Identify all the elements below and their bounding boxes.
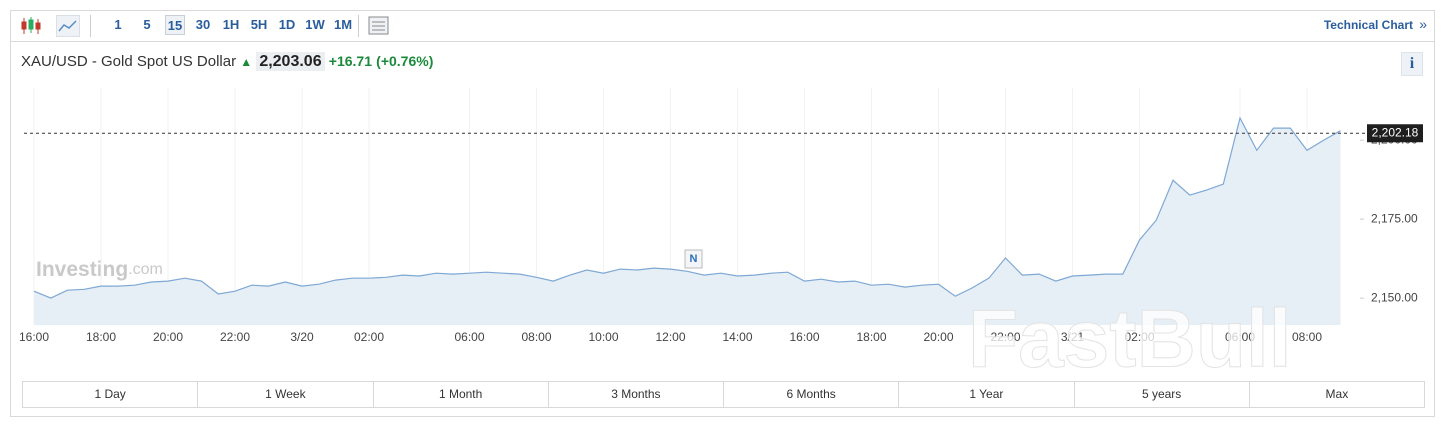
separator bbox=[358, 15, 359, 37]
x-tick-label: 06:00 bbox=[1225, 330, 1255, 344]
x-tick-label: 08:00 bbox=[1292, 330, 1322, 344]
price: 2,203.06 bbox=[256, 52, 325, 71]
candlestick-icon[interactable] bbox=[20, 15, 44, 37]
range-button[interactable]: 1 Month bbox=[372, 382, 548, 407]
x-tick-label: 06:00 bbox=[454, 330, 484, 344]
range-button[interactable]: 1 Year bbox=[898, 382, 1073, 407]
x-tick-label: 14:00 bbox=[722, 330, 752, 344]
interval-button[interactable]: 1W bbox=[305, 17, 325, 32]
watermark-brand: Investing bbox=[36, 258, 128, 281]
up-arrow: ▲ bbox=[240, 55, 253, 69]
x-tick-label: 3/20 bbox=[290, 330, 314, 344]
watermark: Investing.com bbox=[36, 258, 163, 281]
toolbar: 1 5 15 30 1H 5H 1D 1W 1M Technical Chart » bbox=[10, 10, 1435, 42]
range-button[interactable]: 3 Months bbox=[547, 382, 723, 407]
current-price-label: 2,202.18 bbox=[1372, 125, 1419, 139]
interval-button[interactable]: 5H bbox=[250, 17, 268, 32]
x-tick-label: 16:00 bbox=[789, 330, 819, 344]
link-arrow: » bbox=[1419, 16, 1427, 32]
symbol: XAU/USD - Gold Spot US Dollar bbox=[21, 53, 237, 70]
range-bar: 1 Day 1 Week 1 Month 3 Months 6 Months 1 Year… bbox=[22, 381, 1425, 408]
info-button[interactable]: i bbox=[1401, 52, 1423, 76]
interval-button[interactable]: 15 bbox=[165, 15, 185, 35]
change-percent: (+0.76%) bbox=[376, 53, 434, 69]
y-tick-label: 2,150.00 bbox=[1371, 290, 1418, 304]
y-tick-label: 2,175.00 bbox=[1371, 211, 1418, 225]
range-button[interactable]: 5 years bbox=[1073, 382, 1249, 407]
x-tick-label: 12:00 bbox=[655, 330, 685, 344]
interval-button[interactable]: 1M bbox=[333, 17, 353, 32]
range-button[interactable]: 1 Day bbox=[94, 387, 126, 401]
x-tick-label: 02:00 bbox=[354, 330, 384, 344]
watermark-suffix: .com bbox=[128, 261, 163, 278]
x-tick-label: 20:00 bbox=[153, 330, 183, 344]
x-tick-label: 02:00 bbox=[1124, 330, 1154, 344]
quote-header: XAU/USD - Gold Spot US Dollar ▲ 2,203.06… bbox=[21, 52, 434, 71]
area-fill bbox=[34, 118, 1341, 325]
area-icon[interactable] bbox=[56, 15, 80, 37]
news-marker-box bbox=[684, 249, 703, 269]
x-tick-label: 22:00 bbox=[990, 330, 1020, 344]
x-tick-label: 16:00 bbox=[19, 330, 49, 344]
x-tick-label: 10:00 bbox=[588, 330, 618, 344]
x-tick-label: 20:00 bbox=[923, 330, 953, 344]
x-tick-label: 22:00 bbox=[220, 330, 250, 344]
current-price-box bbox=[1367, 124, 1423, 143]
technical-chart-link[interactable]: Technical Chart bbox=[1323, 18, 1413, 32]
separator bbox=[90, 15, 91, 37]
interval-button[interactable]: 1D bbox=[278, 17, 296, 32]
interval-button[interactable]: 1H bbox=[222, 17, 240, 32]
widget-frame bbox=[10, 10, 1435, 417]
interval-button[interactable]: 5 bbox=[143, 17, 151, 32]
range-button[interactable]: Max bbox=[1248, 382, 1424, 407]
interval-button[interactable]: 30 bbox=[195, 17, 211, 32]
x-tick-label: 18:00 bbox=[856, 330, 886, 344]
interval-button[interactable]: 1 bbox=[114, 17, 122, 32]
x-tick-label: 18:00 bbox=[86, 330, 116, 344]
news-marker: N bbox=[690, 253, 698, 265]
range-button[interactable]: 1 Week bbox=[197, 382, 372, 407]
price-line bbox=[33, 116, 1341, 299]
overlay-watermark: FastBull bbox=[968, 294, 1291, 385]
range-button[interactable]: 6 Months bbox=[723, 382, 898, 407]
x-tick-label: 3/21 bbox=[1061, 330, 1085, 344]
change: +16.71 bbox=[328, 53, 372, 69]
table-icon[interactable] bbox=[368, 16, 390, 36]
x-tick-label: 08:00 bbox=[521, 330, 551, 344]
